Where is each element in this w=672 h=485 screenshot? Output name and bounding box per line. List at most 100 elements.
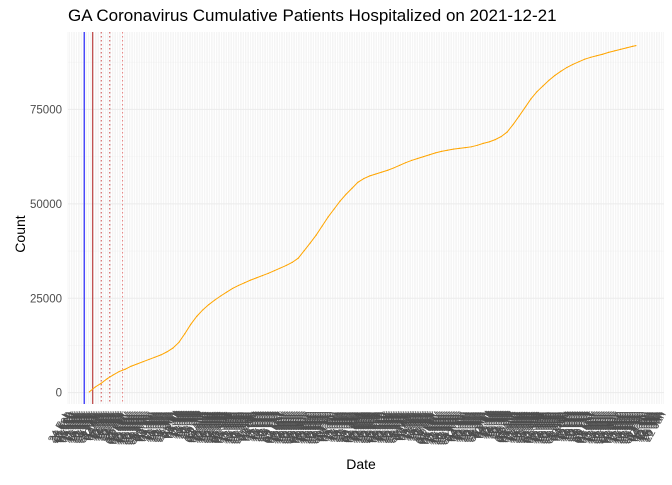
data-point <box>100 382 102 384</box>
data-point <box>387 169 389 171</box>
data-point <box>524 106 526 109</box>
data-point <box>494 139 496 141</box>
data-point <box>118 370 120 373</box>
data-point <box>631 45 634 47</box>
data-point <box>482 142 484 145</box>
data-point <box>303 250 305 252</box>
data-point <box>345 193 347 195</box>
data-point <box>554 74 556 77</box>
data-point <box>375 173 377 175</box>
data-point <box>309 242 311 244</box>
data-point <box>279 267 281 269</box>
data-point <box>225 291 228 293</box>
data-point <box>261 274 264 277</box>
data-point <box>590 56 592 58</box>
data-point <box>243 282 246 284</box>
data-point <box>267 272 269 274</box>
data-point <box>142 361 144 363</box>
data-point <box>339 200 341 202</box>
data-point <box>440 150 443 152</box>
data-point <box>411 159 413 162</box>
y-tick-label: 0 <box>56 388 62 400</box>
data-point <box>357 181 359 183</box>
data-point <box>124 368 126 370</box>
data-point <box>446 149 449 151</box>
data-point <box>625 47 628 49</box>
data-point <box>518 115 520 117</box>
data-point <box>530 98 532 100</box>
data-point <box>470 146 472 148</box>
data-point <box>488 141 490 143</box>
data-point <box>333 208 335 210</box>
data-point <box>578 61 580 63</box>
data-point <box>584 58 586 60</box>
data-point <box>393 167 395 169</box>
data-point <box>130 365 132 367</box>
data-point <box>416 157 419 160</box>
data-point <box>607 51 610 53</box>
data-point <box>428 154 431 156</box>
data-point <box>399 164 401 166</box>
data-point <box>596 55 598 57</box>
data-point <box>542 85 544 87</box>
y-tick-label: 25000 <box>30 293 62 305</box>
data-point <box>500 136 502 138</box>
x-axis-title: Date <box>346 456 376 472</box>
data-point <box>136 363 138 365</box>
data-point <box>166 351 168 353</box>
data-point <box>208 304 210 306</box>
data-point <box>88 391 90 393</box>
data-point <box>285 264 287 266</box>
data-point <box>422 156 425 158</box>
data-point <box>214 299 216 301</box>
data-point <box>381 171 383 173</box>
data-point <box>369 175 371 177</box>
data-point <box>106 378 108 380</box>
data-point <box>249 279 252 281</box>
data-point <box>560 70 562 72</box>
data-point <box>602 53 604 55</box>
data-point <box>160 354 162 356</box>
data-point <box>619 48 622 50</box>
data-point <box>363 177 365 180</box>
data-point <box>184 333 186 335</box>
chart-title: GA Coronavirus Cumulative Patients Hospi… <box>68 6 557 25</box>
data-point <box>255 277 258 279</box>
data-point <box>315 234 317 236</box>
y-axis-title: Count <box>12 215 28 253</box>
data-point <box>548 79 550 81</box>
y-tick-label: 50000 <box>30 199 62 211</box>
data-point <box>112 374 114 376</box>
data-point <box>273 270 275 272</box>
data-point <box>220 295 222 297</box>
data-point <box>297 257 299 259</box>
data-point <box>172 347 174 349</box>
data-point <box>231 287 234 290</box>
data-point <box>452 148 454 150</box>
data-point <box>202 309 204 311</box>
data-point <box>190 323 192 325</box>
data-point <box>635 44 637 47</box>
data-point <box>154 356 156 358</box>
data-point <box>506 131 508 133</box>
data-point <box>536 91 538 93</box>
data-point <box>351 187 353 189</box>
data-point <box>405 162 407 164</box>
data-point <box>94 386 96 388</box>
data-point <box>613 50 616 52</box>
data-point <box>434 152 437 154</box>
data-point <box>291 261 293 263</box>
data-point <box>572 63 574 66</box>
data-point <box>196 315 198 317</box>
data-point <box>321 225 323 227</box>
data-point <box>566 66 568 69</box>
data-point <box>327 216 329 218</box>
y-tick-label: 75000 <box>30 104 62 116</box>
data-point <box>237 284 240 287</box>
data-point <box>148 358 150 361</box>
data-point <box>512 123 514 126</box>
data-point <box>476 144 478 146</box>
data-point <box>464 146 466 149</box>
